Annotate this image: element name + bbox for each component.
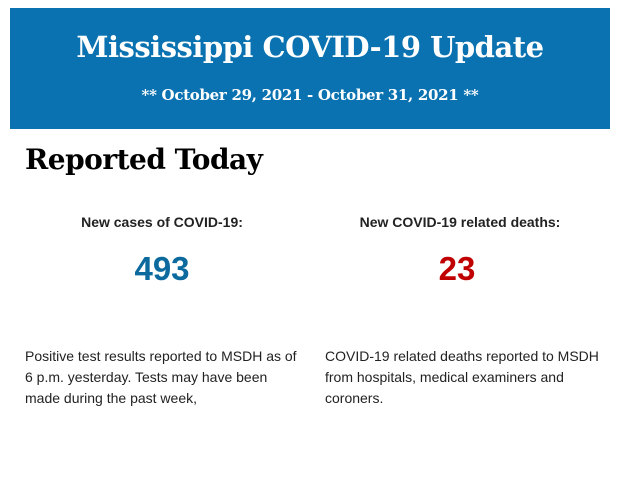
deaths-value: 23 — [438, 250, 476, 287]
date-range: ** October 29, 2021 - October 31, 2021 *… — [141, 86, 479, 104]
page-title: Mississippi COVID-19 Update — [76, 30, 544, 64]
section-title: Reported Today — [25, 143, 263, 176]
cases-description: Positive test results reported to MSDH a… — [25, 348, 297, 406]
deaths-label: New COVID-19 related deaths: — [359, 214, 561, 230]
header-banner: Mississippi COVID-19 Update ** October 2… — [10, 8, 610, 129]
deaths-description: COVID-19 related deaths reported to MSDH… — [325, 348, 599, 406]
cases-value: 493 — [134, 250, 190, 287]
cases-label: New cases of COVID-19: — [81, 214, 243, 230]
